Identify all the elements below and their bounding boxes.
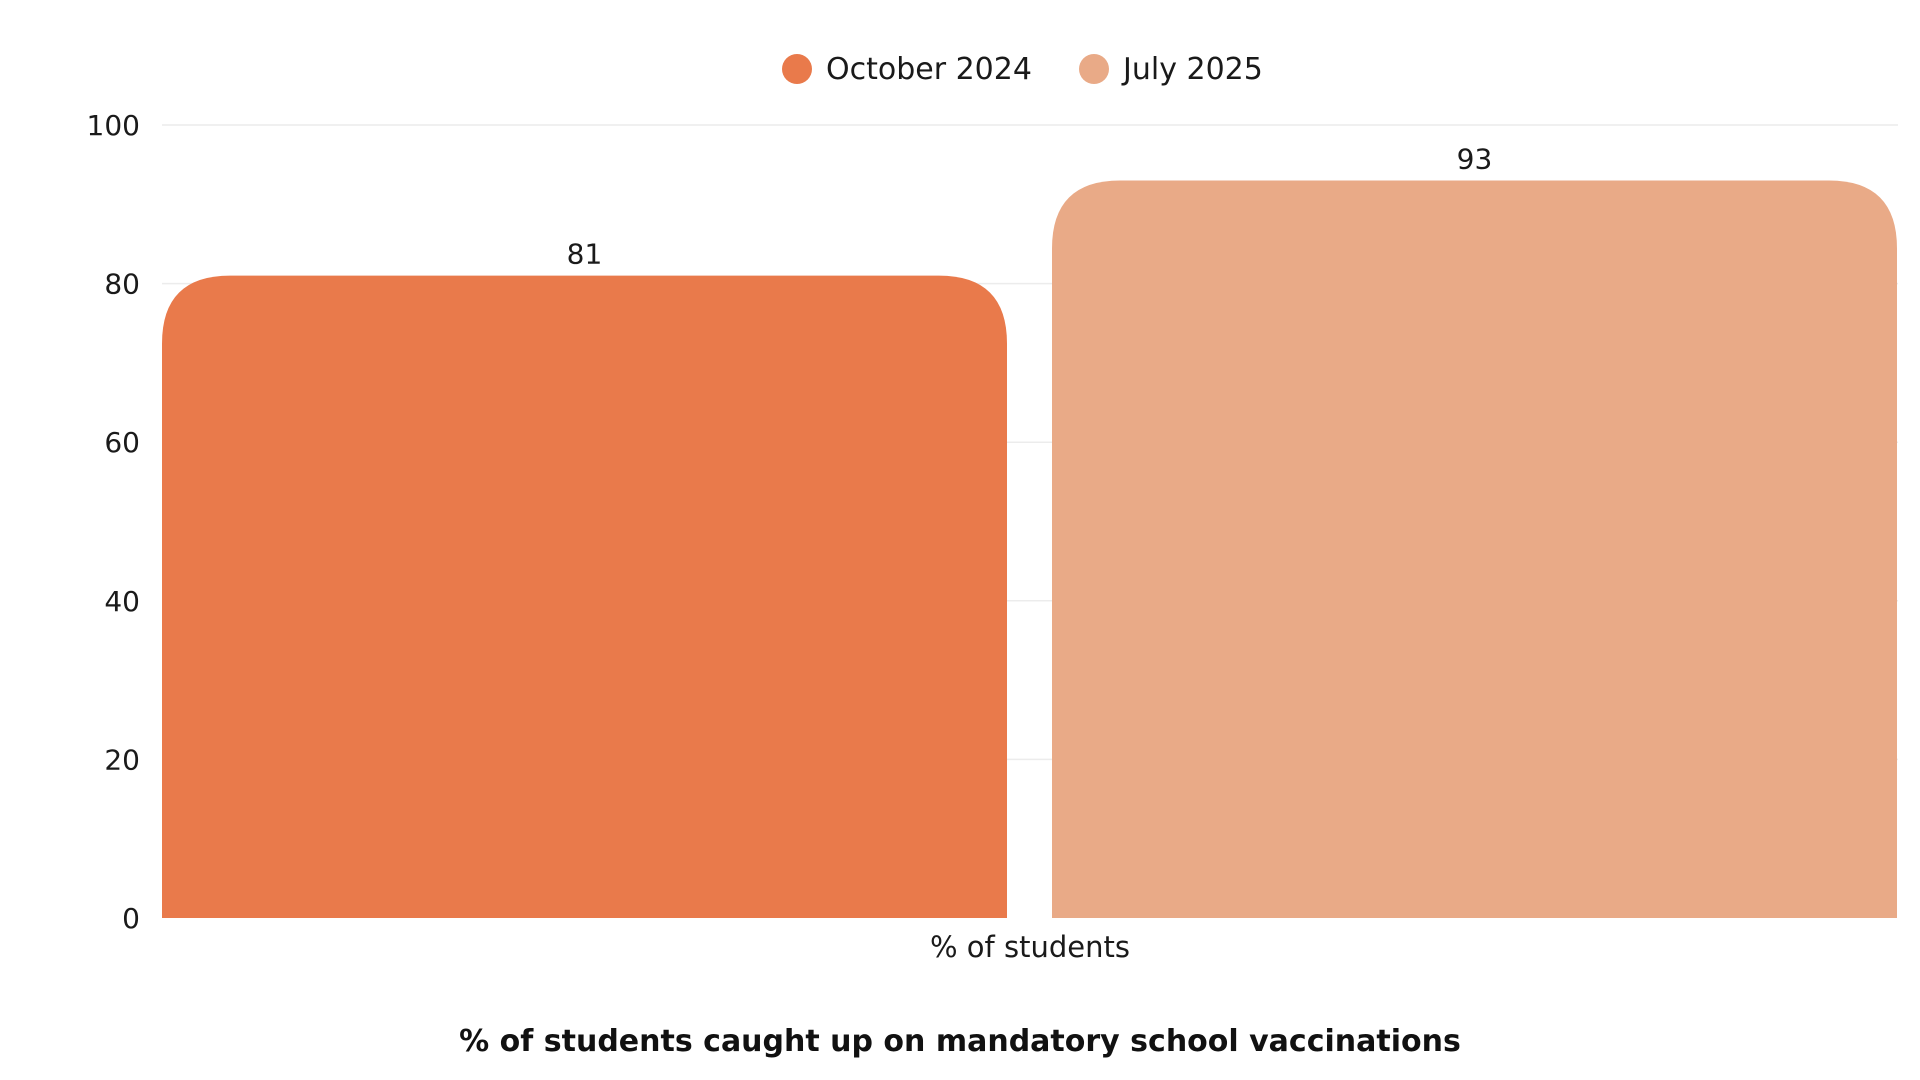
y-tick-label: 60 (104, 426, 140, 459)
y-tick-label: 20 (104, 743, 140, 776)
y-tick-label: 40 (104, 585, 140, 618)
legend-swatch (782, 54, 812, 84)
y-tick-label: 80 (104, 268, 140, 301)
legend: October 2024 July 2025 (782, 52, 1263, 87)
chart-caption: % of students caught up on mandatory sch… (459, 1024, 1461, 1059)
bar-july-2025 (1052, 180, 1897, 918)
legend-label: July 2025 (1121, 52, 1263, 87)
y-tick-label: 100 (87, 109, 140, 142)
x-category-label: % of students (930, 930, 1130, 964)
bars (162, 180, 1897, 918)
legend-swatch (1079, 54, 1109, 84)
bar-october-2024 (162, 275, 1007, 918)
data-label: 93 (1457, 143, 1493, 176)
data-label: 81 (567, 238, 603, 271)
y-axis-ticks: 0 20 40 60 80 100 (87, 109, 140, 935)
y-tick-label: 0 (122, 902, 140, 935)
x-axis-categories: % of students (930, 930, 1130, 964)
data-labels: 81 93 (567, 143, 1493, 271)
legend-label: October 2024 (826, 52, 1032, 87)
